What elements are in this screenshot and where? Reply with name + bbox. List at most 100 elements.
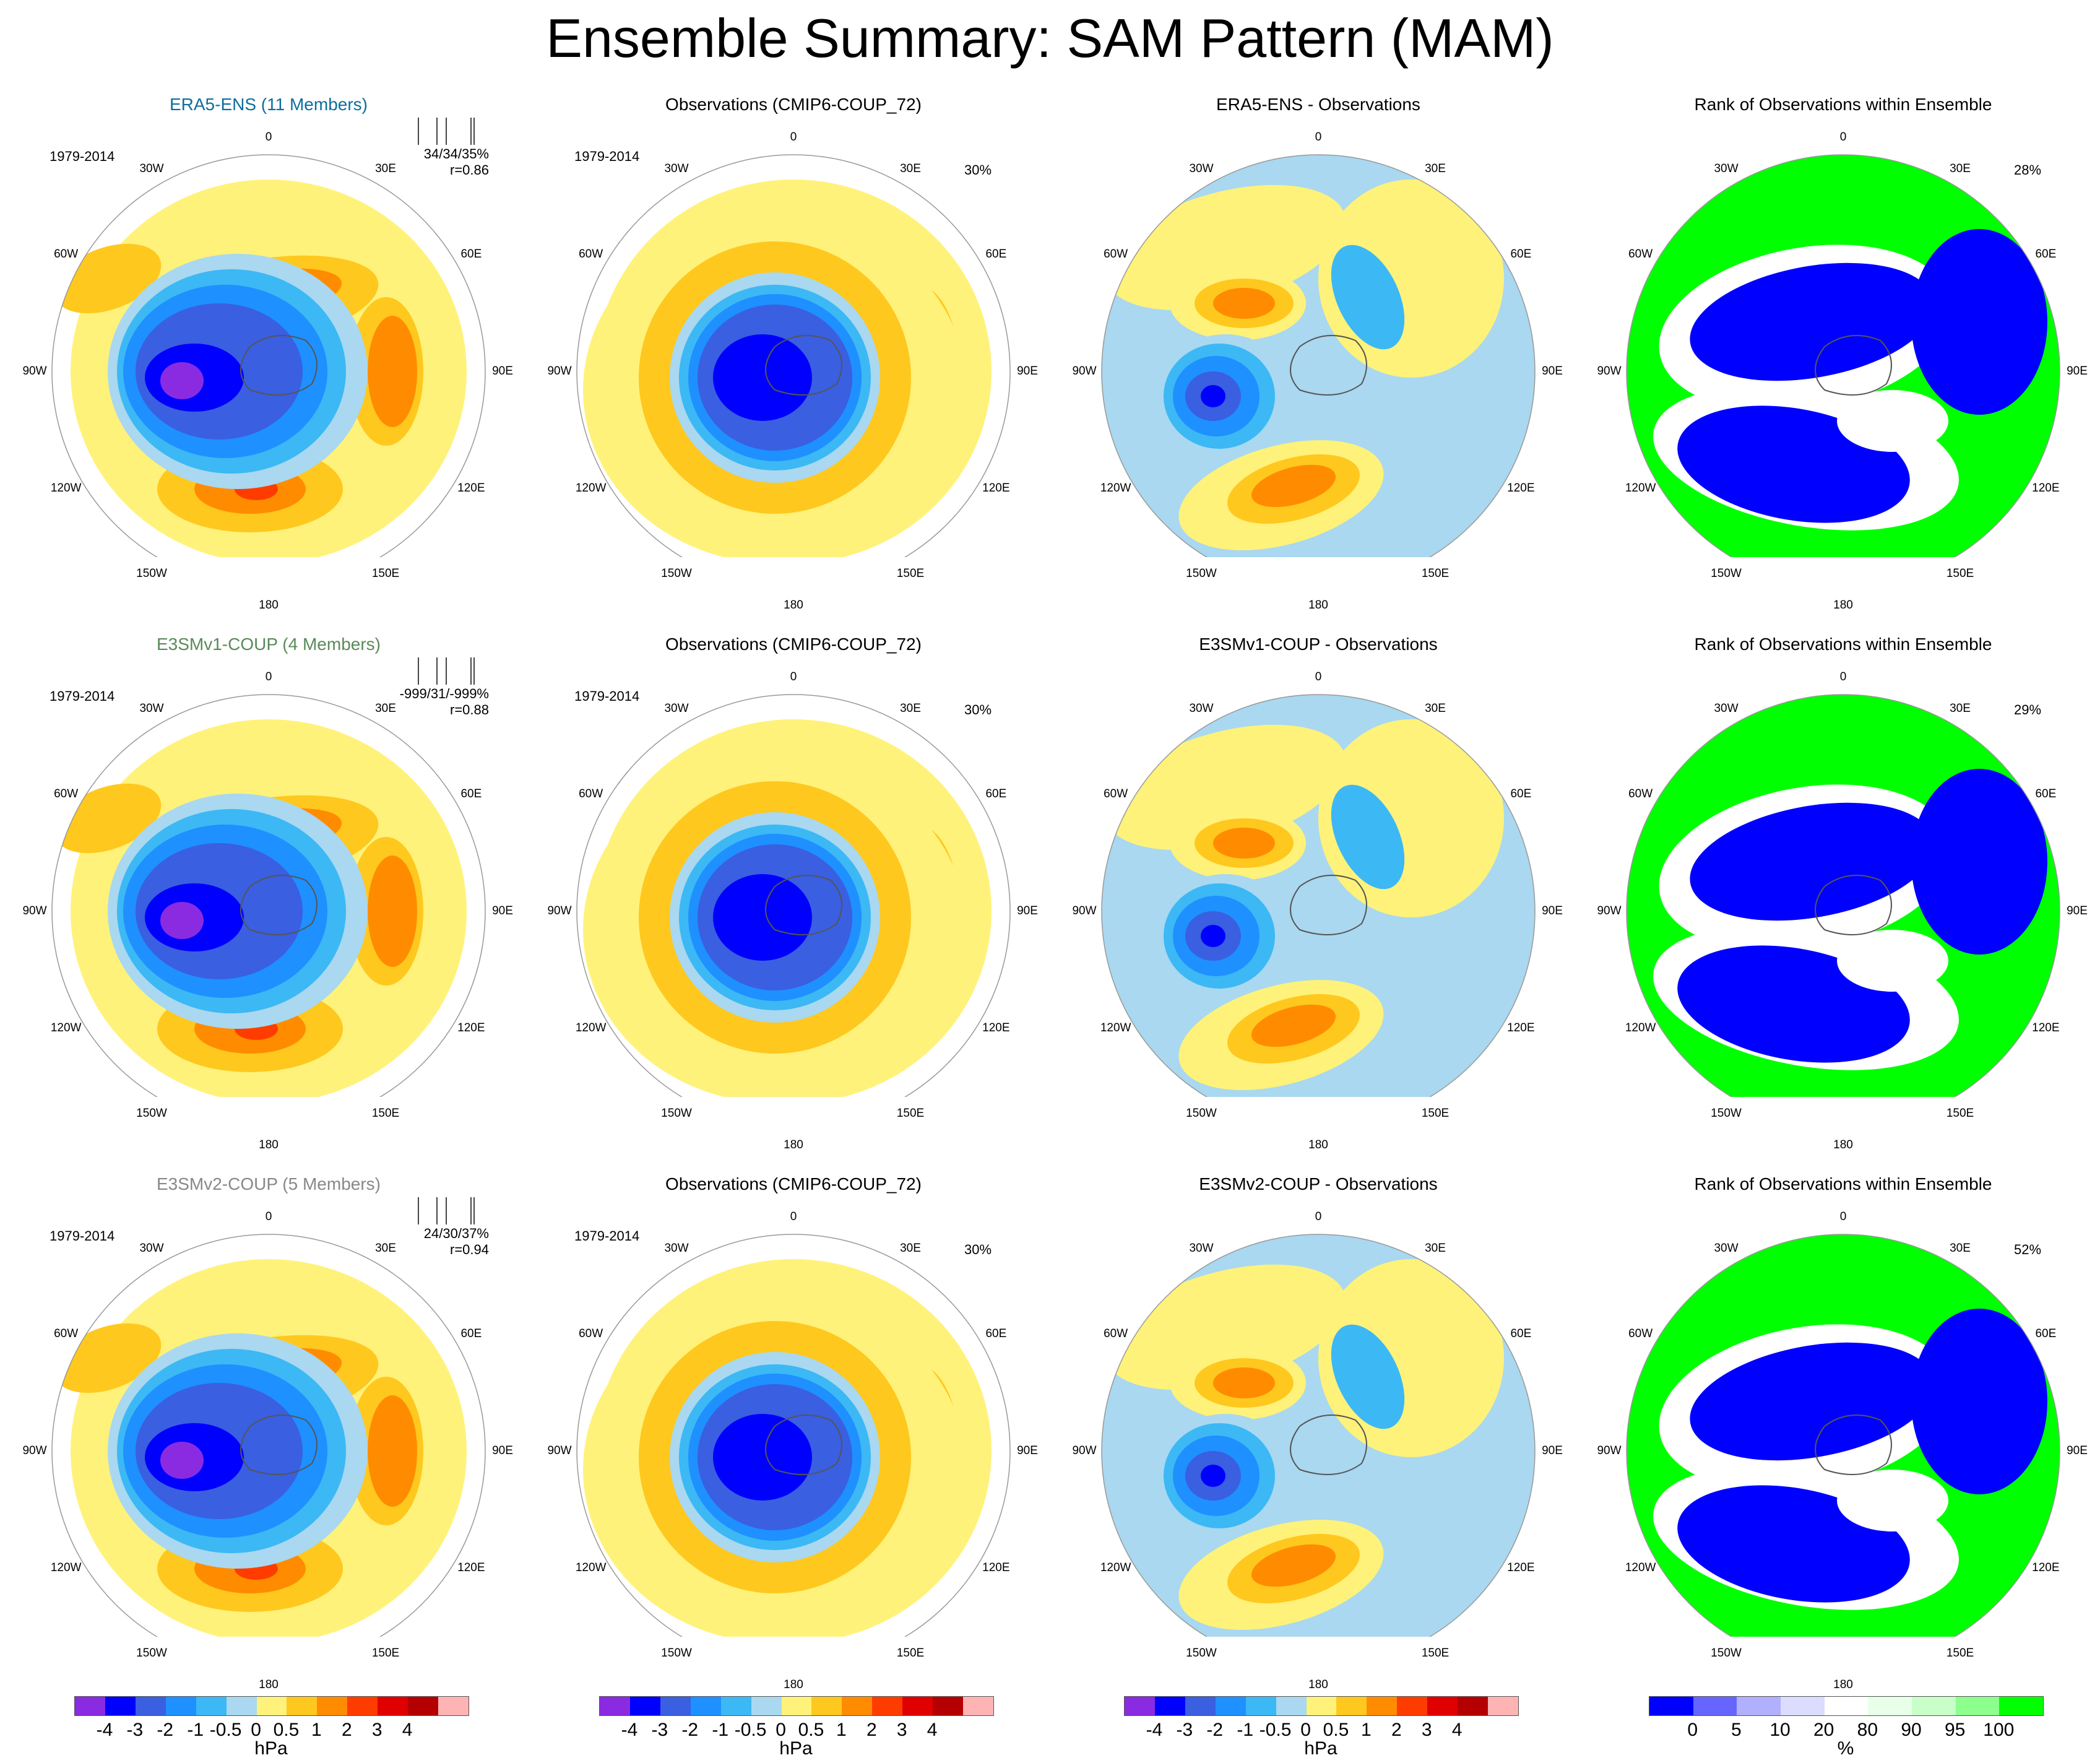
antarctica-coastline <box>240 875 318 935</box>
longitude-label: 60W <box>1628 248 1653 261</box>
longitude-label: 30E <box>375 701 396 715</box>
colorbar-unit: hPa <box>1304 1738 1337 1759</box>
longitude-label: 90W <box>547 904 572 917</box>
longitude-label: 60E <box>985 1327 1007 1340</box>
colorbar-swatch <box>1693 1697 1737 1715</box>
panel-title: Observations (CMIP6-COUP_72) <box>665 1174 922 1193</box>
diff-field-region <box>1213 1367 1275 1398</box>
model-panel: E3SMv1-COUP (4 Members) 1979-2014 -999/31/… <box>6 540 531 1151</box>
rank-field-region <box>1690 262 1935 381</box>
map-boundary <box>576 1234 1011 1637</box>
years-label: 1979-2014 <box>50 1228 115 1244</box>
obs-field-region <box>713 874 812 961</box>
longitude-label: 0 <box>1839 131 1847 144</box>
stats-line: 34/34/35% <box>423 146 489 162</box>
longitude-label: 90W <box>22 1444 47 1457</box>
colorbar-unit: % <box>1837 1738 1854 1759</box>
colorbar-swatch <box>378 1697 408 1715</box>
antarctica-coastline <box>1815 335 1892 396</box>
obs-field-region <box>713 334 812 421</box>
longitude-label: 30E <box>1425 162 1446 175</box>
panel-title: E3SMv1-COUP (4 Members) <box>156 635 381 654</box>
rank-panel: Rank of Observations within Ensemble 29% 0… <box>1581 540 2100 1151</box>
colorbar-swatch <box>1955 1697 2000 1715</box>
longitude-label: 150W <box>1186 1107 1217 1120</box>
spread-ticks <box>412 1197 486 1225</box>
panel-title: Observations (CMIP6-COUP_72) <box>665 95 922 114</box>
longitude-label: 120E <box>2032 1561 2060 1574</box>
colorbar-swatch <box>811 1697 842 1715</box>
colorbar <box>1124 1696 1519 1716</box>
longitude-label: 30E <box>900 1241 921 1255</box>
colorbar-swatch <box>317 1697 348 1715</box>
colorbar-tick-label: -2 <box>157 1720 174 1740</box>
longitude-label: 60W <box>54 248 79 261</box>
colorbar-tick-label: 3 <box>1421 1720 1432 1740</box>
longitude-label: 30W <box>1714 162 1739 175</box>
years-label: 1979-2014 <box>574 688 640 704</box>
colorbar-tick-label: -2 <box>1206 1720 1224 1740</box>
panel-title: Rank of Observations within Ensemble <box>1694 1174 1992 1193</box>
percent-label: 30% <box>964 1242 992 1257</box>
rank-field-region <box>1837 390 1948 452</box>
antarctica-coastline <box>1815 1414 1892 1475</box>
longitude-label: 150E <box>1946 567 1974 581</box>
longitude-label: 120E <box>982 1021 1010 1034</box>
colorbar-unit: hPa <box>254 1738 288 1759</box>
longitude-label: 90W <box>1597 904 1622 917</box>
colorbar-tick-label: 20 <box>1813 1720 1834 1740</box>
model-panel: E3SMv2-COUP (5 Members) 1979-2014 24/30/37… <box>6 1080 531 1691</box>
longitude-label: 180 <box>784 1138 803 1151</box>
colorbar-tick-label: -0.5 <box>1259 1720 1292 1740</box>
longitude-label: 120W <box>50 482 82 495</box>
longitude-label: 30E <box>900 162 921 175</box>
longitude-label: 120E <box>1507 1561 1535 1574</box>
longitude-label: 60W <box>579 248 603 261</box>
map-boundary <box>1626 1234 2060 1637</box>
colorbar-tick-label: 0.5 <box>1323 1720 1349 1740</box>
colorbar-unit: hPa <box>779 1738 813 1759</box>
longitude-label: 60E <box>985 248 1007 261</box>
stats-block: 24/30/37% r=0.94 <box>378 1226 489 1258</box>
polar-map <box>1101 154 1536 557</box>
longitude-label: 90E <box>2067 1444 2088 1457</box>
longitude-label: 90W <box>547 365 572 378</box>
map-boundary <box>51 694 486 1097</box>
longitude-label: 30W <box>139 701 164 715</box>
model-field-region <box>368 316 417 427</box>
longitude-label: 90W <box>1072 904 1097 917</box>
longitude-label: 30W <box>1714 701 1739 715</box>
longitude-label: 60E <box>460 787 482 800</box>
longitude-label: 120W <box>1100 482 1131 495</box>
longitude-label: 30W <box>1189 701 1214 715</box>
longitude-label: 150E <box>371 567 400 581</box>
longitude-label: 90E <box>1017 1444 1038 1457</box>
map-boundary <box>51 1234 486 1637</box>
longitude-label: 120W <box>50 1021 82 1034</box>
longitude-label: 180 <box>259 599 279 612</box>
longitude-label: 120E <box>2032 482 2060 495</box>
colorbar-tick-label: 4 <box>927 1720 938 1740</box>
diff-field-region <box>1201 925 1225 947</box>
colorbar-swatch <box>1397 1697 1428 1715</box>
longitude-label: 30W <box>1189 162 1214 175</box>
longitude-label: 0 <box>790 131 797 144</box>
colorbar <box>74 1696 469 1716</box>
colorbar-swatch <box>75 1697 105 1715</box>
colorbar-tick-label: 4 <box>1451 1720 1463 1740</box>
longitude-label: 0 <box>1839 670 1847 683</box>
longitude-label: 90W <box>1597 1444 1622 1457</box>
obs-panel: Observations (CMIP6-COUP_72) 1979-2014 30%… <box>531 0 1056 612</box>
longitude-label: 150W <box>1186 1647 1217 1660</box>
longitude-label: 180 <box>1308 1138 1328 1151</box>
colorbar-tick-label: 0 <box>1300 1720 1311 1740</box>
colorbar-tick-label: 0.5 <box>798 1720 824 1740</box>
map-boundary <box>1101 154 1536 557</box>
colorbar-swatch <box>660 1697 691 1715</box>
longitude-label: 150W <box>136 1107 167 1120</box>
longitude-label: 60E <box>460 1327 482 1340</box>
colorbar-tick-label: 0 <box>251 1720 261 1740</box>
longitude-label: 0 <box>265 131 272 144</box>
longitude-label: 60W <box>1104 787 1128 800</box>
rank-field-region <box>1690 1342 1935 1461</box>
